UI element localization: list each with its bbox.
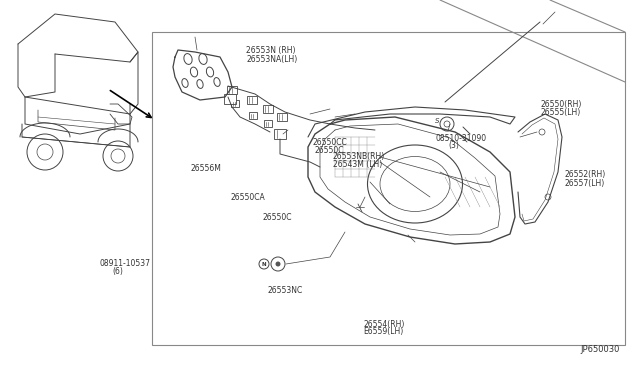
Bar bbox=[247, 96, 257, 104]
Text: 26557(LH): 26557(LH) bbox=[564, 179, 605, 187]
Text: 26556M: 26556M bbox=[191, 164, 221, 173]
Bar bbox=[264, 120, 272, 127]
Text: JP650030: JP650030 bbox=[580, 345, 620, 354]
Bar bbox=[274, 129, 286, 139]
Bar bbox=[227, 86, 237, 94]
Text: 26552(RH): 26552(RH) bbox=[564, 170, 605, 179]
Text: 08911-10537: 08911-10537 bbox=[99, 259, 150, 268]
Text: E6559(LH): E6559(LH) bbox=[364, 327, 404, 336]
Text: 26555(LH): 26555(LH) bbox=[541, 108, 581, 117]
Text: 26550C: 26550C bbox=[314, 146, 344, 155]
Text: 26543M (LH): 26543M (LH) bbox=[333, 160, 382, 169]
Text: 26554(RH): 26554(RH) bbox=[364, 320, 405, 329]
Circle shape bbox=[275, 262, 280, 266]
Text: 26553NA(LH): 26553NA(LH) bbox=[246, 55, 298, 64]
Text: 08510-31090: 08510-31090 bbox=[435, 134, 486, 143]
Text: (3): (3) bbox=[448, 141, 459, 150]
Text: N: N bbox=[262, 262, 266, 266]
Text: (6): (6) bbox=[112, 267, 123, 276]
Bar bbox=[277, 113, 287, 121]
Text: 26550C: 26550C bbox=[262, 213, 292, 222]
Bar bbox=[249, 112, 257, 119]
Text: 26550CA: 26550CA bbox=[230, 193, 265, 202]
Text: 26550(RH): 26550(RH) bbox=[541, 100, 582, 109]
Text: 26550CC: 26550CC bbox=[312, 138, 347, 147]
Text: 26553NC: 26553NC bbox=[268, 286, 303, 295]
Text: 26553NB(RH): 26553NB(RH) bbox=[333, 152, 385, 161]
Text: S: S bbox=[435, 118, 439, 124]
Bar bbox=[263, 105, 273, 113]
Text: 26553N (RH): 26553N (RH) bbox=[246, 46, 296, 55]
Bar bbox=[231, 100, 239, 107]
Bar bbox=[152, 32, 625, 345]
Bar bbox=[224, 94, 236, 104]
